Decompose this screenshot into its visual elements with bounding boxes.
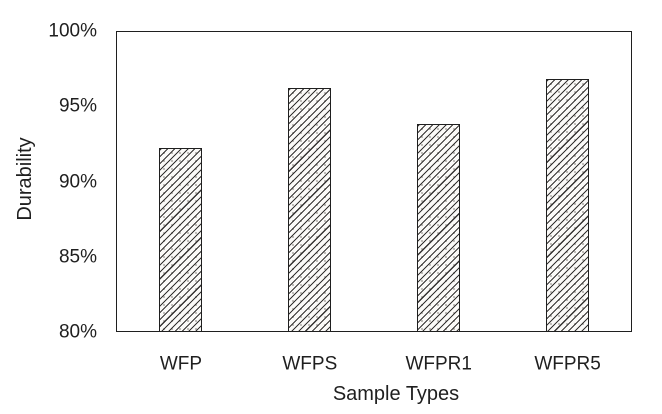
y-tick-label: 95%: [58, 95, 97, 117]
y-tick-label: 100%: [48, 20, 97, 42]
x-category-label: WFP: [159, 353, 203, 375]
bar-wfpr1: [417, 124, 461, 332]
bar-wfp: [159, 148, 203, 332]
x-category-label: WFPR5: [534, 353, 601, 375]
x-category-label: WFPR1: [405, 353, 472, 375]
bar-wfps: [288, 88, 332, 332]
bar-wfpr5: [546, 79, 590, 332]
x-axis-title: Sample Types: [332, 383, 460, 405]
x-category-label: WFPS: [282, 353, 338, 375]
y-tick-label: 90%: [58, 171, 97, 192]
y-tick-label: 85%: [58, 246, 97, 268]
y-tick-label: 80%: [58, 321, 97, 343]
y-axis-title: Durability: [14, 137, 36, 221]
